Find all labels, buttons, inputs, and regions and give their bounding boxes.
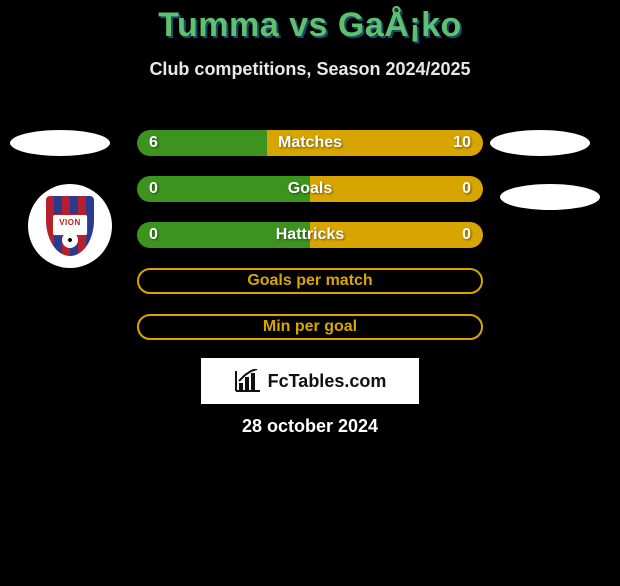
bar-label: Goals per match bbox=[247, 272, 372, 290]
stat-bar: 0 0 Hattricks bbox=[137, 222, 483, 248]
stat-bar: Goals per match bbox=[137, 268, 483, 294]
page-subtitle: Club competitions, Season 2024/2025 bbox=[0, 59, 620, 80]
footer-date: 28 october 2024 bbox=[0, 416, 620, 437]
stat-bar: 6 10 Matches bbox=[137, 130, 483, 156]
bar-left-value: 0 bbox=[149, 180, 158, 198]
page-title: Tumma vs GaÅ¡ko bbox=[0, 6, 620, 45]
bar-right-fill bbox=[310, 176, 483, 202]
ball-icon bbox=[62, 232, 78, 248]
bar-label: Min per goal bbox=[263, 318, 357, 336]
bar-left-value: 0 bbox=[149, 226, 158, 244]
bar-label: Hattricks bbox=[276, 226, 344, 244]
bar-right-value: 0 bbox=[462, 180, 471, 198]
comparison-bars: 6 10 Matches 0 0 Goals 0 0 Hattricks Goals per ma… bbox=[137, 130, 483, 360]
brand-text: FcTables.com bbox=[268, 371, 387, 392]
bar-right-value: 0 bbox=[462, 226, 471, 244]
bar-label: Goals bbox=[288, 180, 332, 198]
team-ellipse-mid-right bbox=[500, 184, 600, 210]
club-logo: VION bbox=[28, 184, 112, 268]
brand-box: FcTables.com bbox=[201, 358, 419, 404]
team-ellipse-top-right bbox=[490, 130, 590, 156]
bar-left-value: 6 bbox=[149, 134, 158, 152]
stat-bar: Min per goal bbox=[137, 314, 483, 340]
team-ellipse-top-left bbox=[10, 130, 110, 156]
shield-text: VION bbox=[46, 218, 94, 227]
bar-chart-icon bbox=[234, 369, 262, 393]
bar-left-fill bbox=[137, 176, 310, 202]
bar-right-value: 10 bbox=[453, 134, 471, 152]
shield-icon: VION bbox=[46, 196, 94, 256]
stat-bar: 0 0 Goals bbox=[137, 176, 483, 202]
bar-label: Matches bbox=[278, 134, 342, 152]
